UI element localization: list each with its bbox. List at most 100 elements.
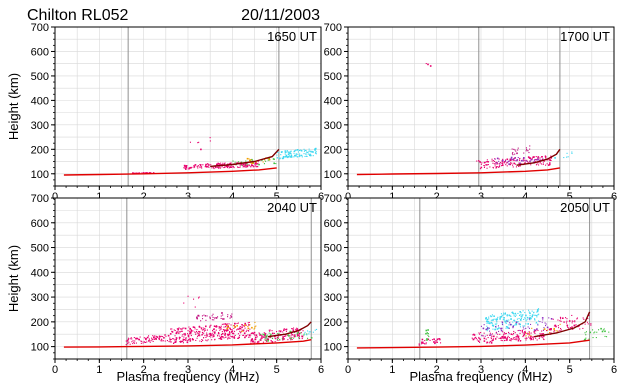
echo-point [240,331,242,333]
echo-point [512,166,514,168]
echo-point [281,338,283,340]
echo-point [199,166,201,168]
echo-point [255,338,257,340]
echo-point [604,335,606,337]
echo-point [284,153,286,155]
echo-point [513,315,515,317]
echo-point [436,340,438,342]
echo-point [494,323,496,325]
echo-point [263,336,265,338]
echo-point [544,322,546,324]
echo-point [283,328,285,330]
echo-point [297,335,299,337]
echo-point [205,336,207,338]
echo-point [566,152,568,154]
echo-point [239,164,241,166]
echo-point [526,319,528,321]
echo-point [219,329,221,331]
echo-point [526,316,529,319]
echo-point [503,162,505,164]
echo-point [495,162,497,164]
echo-point [505,322,507,324]
echo-point [519,164,521,167]
echo-point [163,337,165,339]
echo-point [174,341,176,343]
echo-point [301,335,303,338]
echo-point [255,163,257,165]
echo-point [263,163,265,165]
echo-point [289,337,291,339]
echo-point [535,314,537,316]
y-tick-label: 300 [324,120,342,132]
echo-point [224,323,227,325]
echo-point [508,327,510,329]
echo-point [496,318,498,320]
echo-point [502,331,504,333]
echo-point [164,334,166,336]
echo-point [198,333,200,335]
echo-point [223,163,225,165]
y-tick-label: 400 [324,95,342,107]
echo-point [311,337,313,339]
echo-point [239,165,241,167]
echo-point [439,338,441,340]
echo-point [229,166,231,168]
echo-point [571,322,573,324]
y-tick-label: 400 [324,267,342,279]
echo-point [501,322,503,324]
echo-point [434,340,436,342]
echo-point [294,154,296,157]
echo-point [314,148,317,150]
echo-point [496,320,498,322]
echo-point [227,325,229,328]
x-tick-label: 2 [434,364,440,376]
echo-point [188,168,190,170]
echo-point [205,329,207,331]
echo-point [524,337,526,339]
echo-point [237,166,239,168]
echo-point [512,311,514,313]
echo-point [501,336,503,338]
echo-point [190,329,192,331]
echo-point [125,344,127,346]
echo-point [310,151,312,153]
echo-point [217,335,219,337]
echo-point [211,339,213,341]
echo-point [427,329,429,331]
echo-point [257,341,259,343]
echo-point [241,164,243,166]
echo-point [231,332,233,334]
echo-point [189,141,191,143]
echo-point [212,167,214,169]
echo-point [242,334,244,336]
echo-point [244,327,246,329]
echo-point [510,340,512,342]
x-tick-label: 1 [389,191,395,203]
echo-point [273,162,275,165]
echo-point [149,172,151,174]
echo-point [141,172,143,174]
echo-point [187,334,190,337]
echo-point [162,336,164,338]
echo-point [261,335,263,337]
echo-point [179,341,181,343]
echo-point [174,335,176,337]
echo-point [513,162,515,165]
echo-point [506,314,508,316]
echo-point [526,159,528,161]
echo-point [245,164,247,166]
echo-point [242,330,244,332]
echo-point [195,332,197,334]
echo-point [492,335,495,338]
echo-point [220,167,222,169]
x-tick-label: 3 [478,364,484,376]
echo-point [154,338,156,340]
echo-point [523,328,525,330]
echo-point [280,157,282,159]
echo-point [234,330,236,332]
echo-point [548,317,550,319]
echo-point [523,333,525,335]
echo-point [421,338,424,341]
echo-point [506,165,508,167]
